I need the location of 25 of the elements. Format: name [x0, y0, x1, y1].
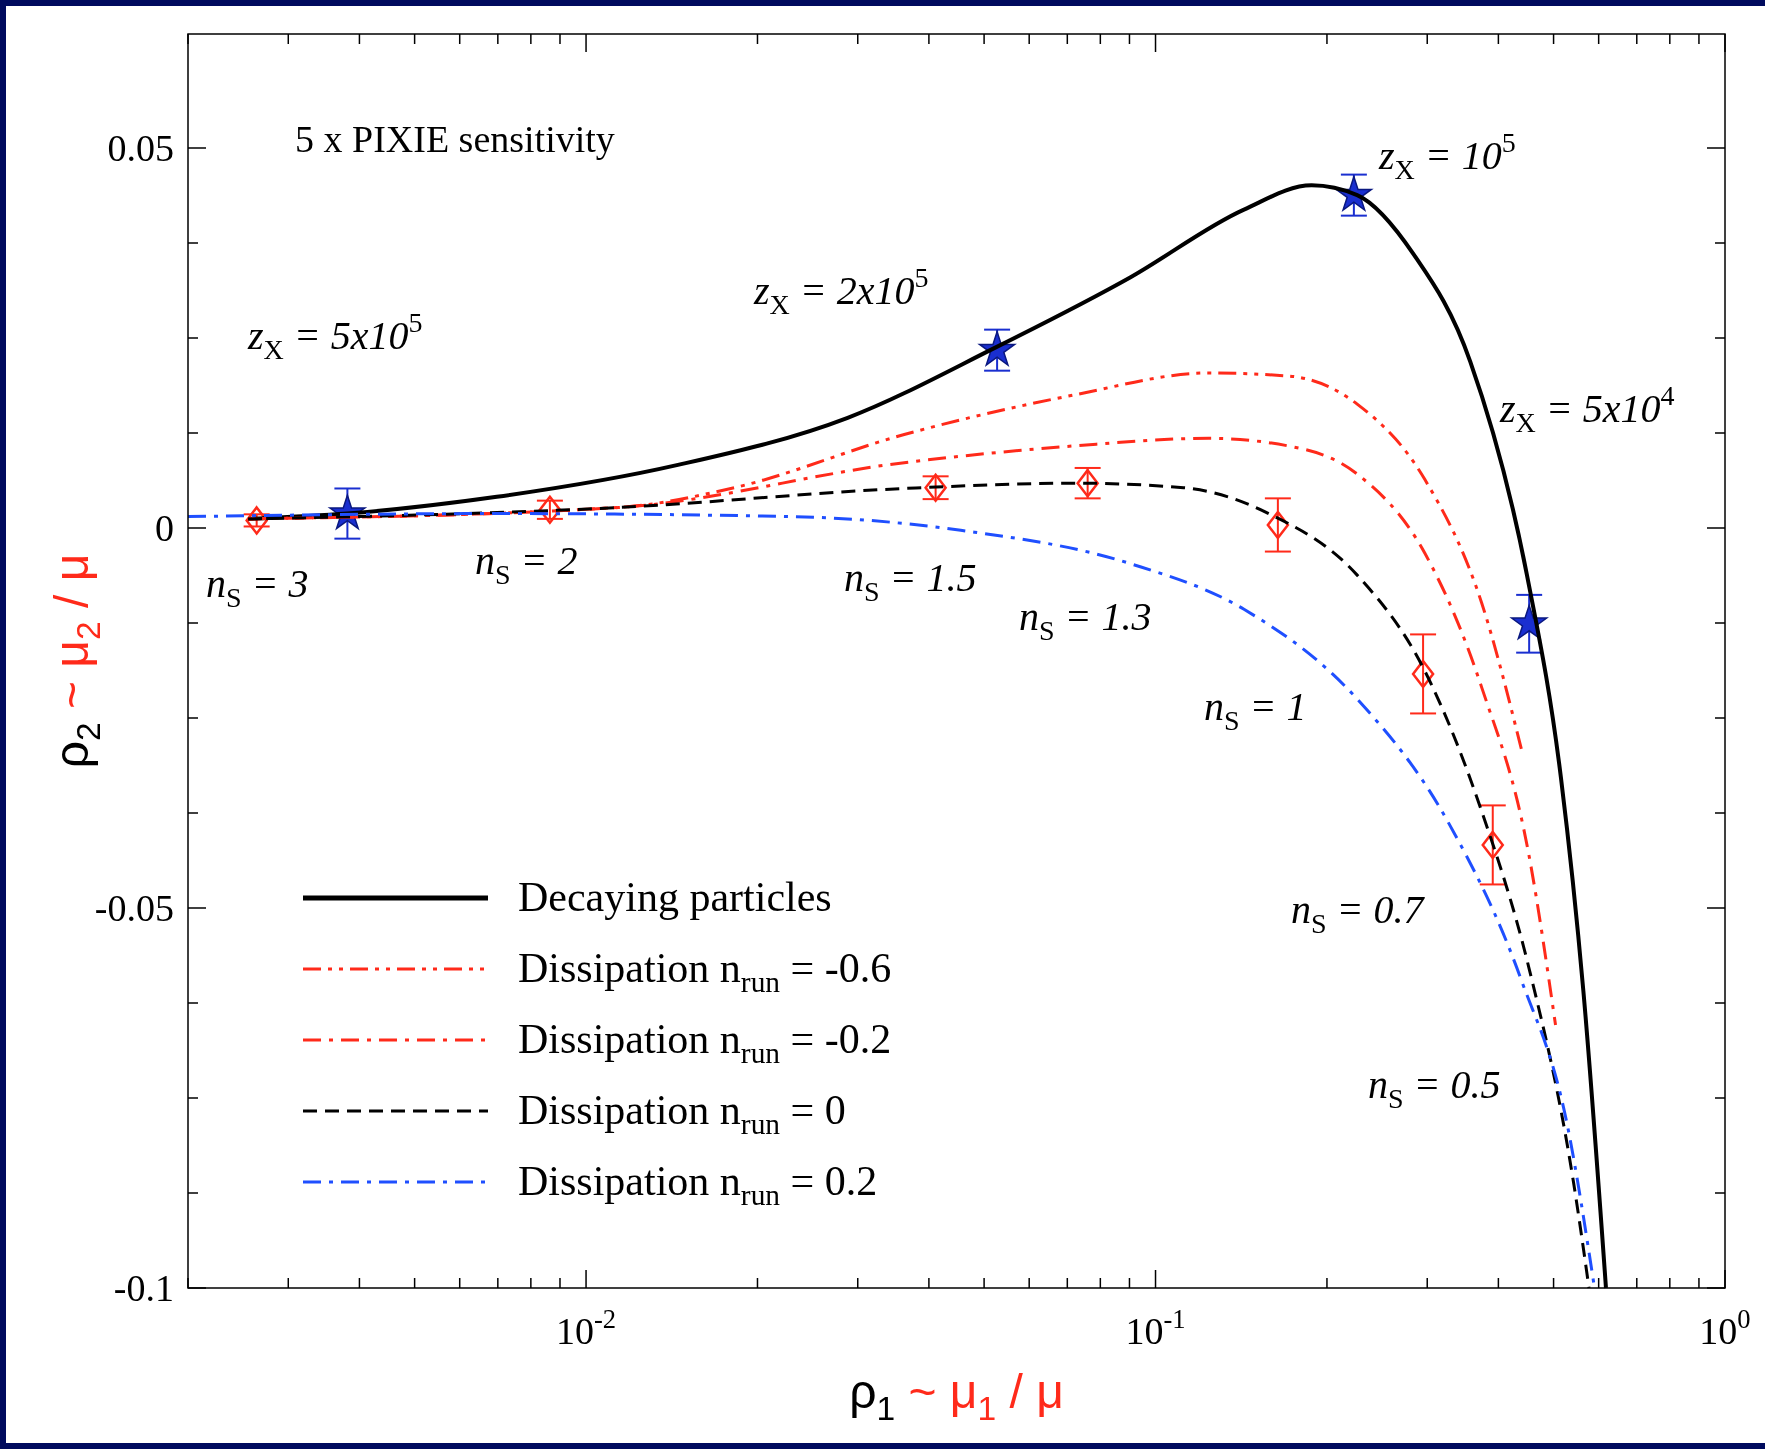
x-axis-title: ρ$_{1}$ ~ μ$_{1}$ / μ — [849, 1365, 1064, 1427]
annotation: n$_{S}$ = 1.3 — [1019, 594, 1152, 646]
y-tick-label: -0.05 — [94, 887, 174, 929]
y-tick-label: -0.1 — [113, 1267, 174, 1309]
x-tick-label: 10$^{-1}$ — [1125, 1304, 1186, 1352]
annotation: z$_{X}$ = 10$^{5}$ — [1378, 127, 1516, 185]
annotation: n$_{S}$ = 0.7 — [1291, 887, 1426, 939]
annotation: n$_{S}$ = 0.5 — [1368, 1062, 1501, 1114]
legend-label: Dissipation n$_{run}$ = -0.2 — [518, 1016, 892, 1070]
legend-label: Dissipation n$_{run}$ = -0.6 — [518, 945, 892, 999]
legend-label: Dissipation n$_{run}$ = 0.2 — [518, 1158, 878, 1212]
annotation: z$_{X}$ = 5x10$^{4}$ — [1499, 380, 1675, 438]
annotation: 5 x PIXIE sensitivity — [295, 118, 615, 160]
annotation: n$_{S}$ = 3 — [206, 561, 309, 613]
x-tick-label: 10$^{-2}$ — [555, 1304, 617, 1352]
annotation: z$_{X}$ = 2x10$^{5}$ — [753, 262, 929, 320]
y-tick-label: 0 — [155, 507, 174, 549]
annotation: n$_{S}$ = 1 — [1204, 684, 1307, 736]
x-tick-label: 10$^{0}$ — [1699, 1304, 1751, 1352]
annotation: n$_{S}$ = 2 — [475, 538, 578, 590]
annotation: z$_{X}$ = 5x10$^{5}$ — [247, 307, 423, 365]
y-tick-label: 0.05 — [107, 127, 174, 169]
annotation: n$_{S}$ = 1.5 — [844, 555, 977, 607]
legend-label: Dissipation n$_{run}$ = 0 — [518, 1087, 846, 1141]
legend-label: Decaying particles — [518, 874, 832, 920]
